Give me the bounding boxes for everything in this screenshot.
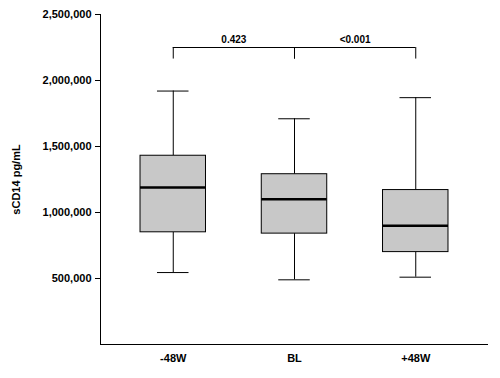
svg-text:+48W: +48W [401,352,431,364]
svg-text:sCD14 pg/mL: sCD14 pg/mL [10,144,22,215]
svg-text:0.423: 0.423 [221,34,246,45]
svg-text:1,500,000: 1,500,000 [43,140,92,152]
svg-text:-48W: -48W [160,352,187,364]
svg-text:BL: BL [287,352,302,364]
svg-text:2,500,000: 2,500,000 [43,8,92,20]
svg-text:2,000,000: 2,000,000 [43,74,92,86]
svg-text:500,000: 500,000 [52,272,92,284]
svg-text:<0.001: <0.001 [340,34,371,45]
svg-text:1,000,000: 1,000,000 [43,206,92,218]
